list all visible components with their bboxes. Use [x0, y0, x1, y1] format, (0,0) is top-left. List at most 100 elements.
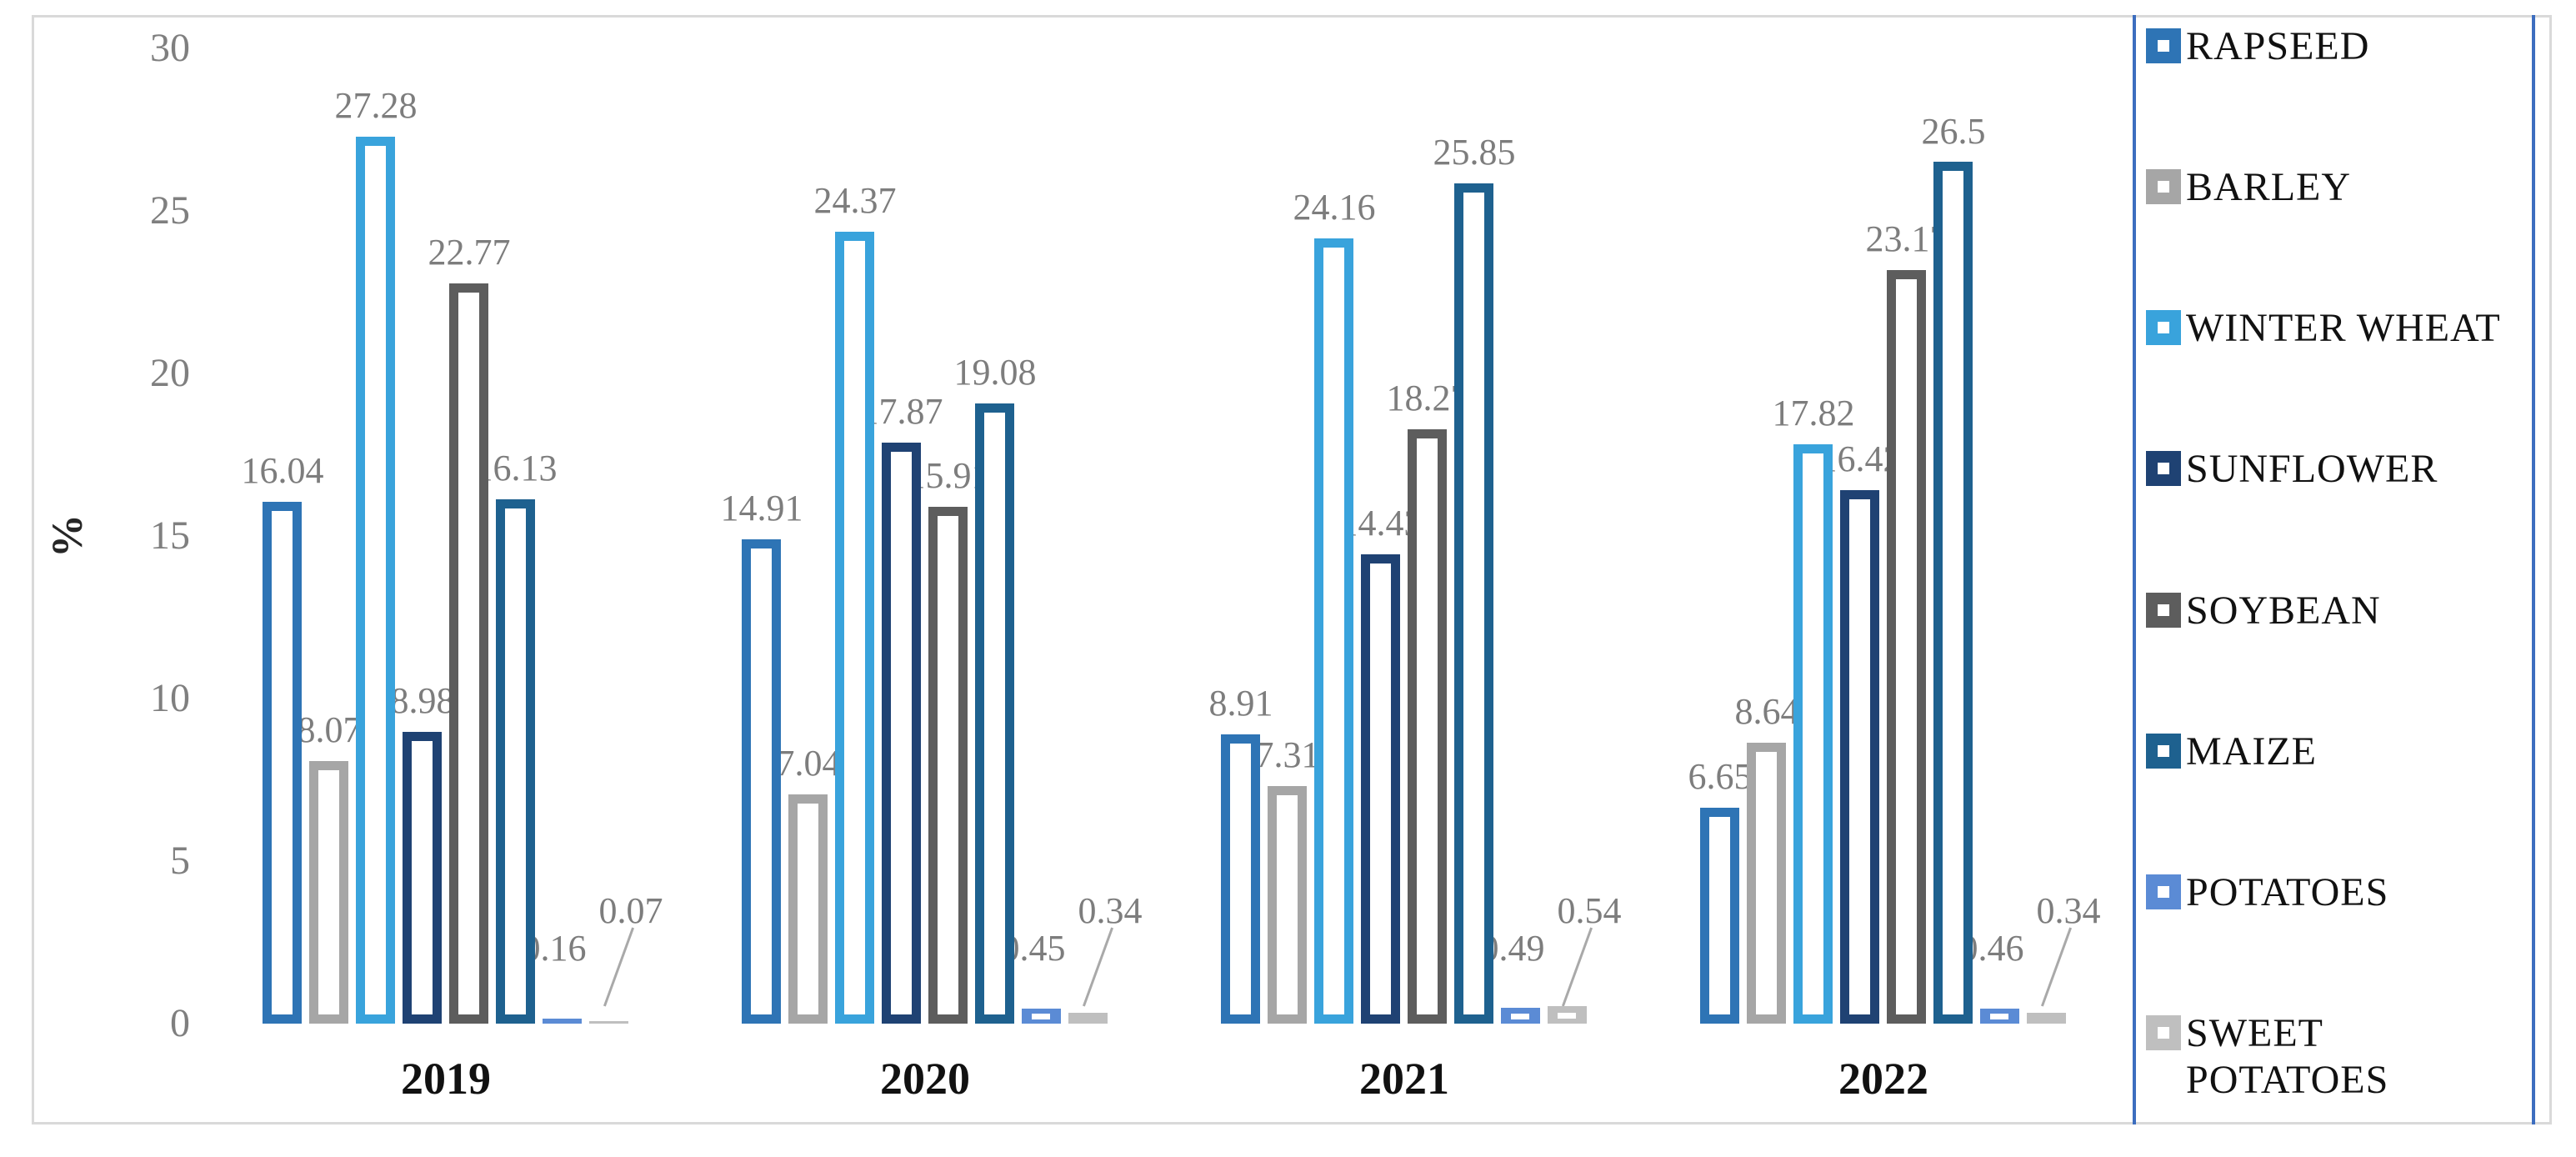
bar-data-label: 8.91 [1208, 682, 1273, 724]
legend-swatch-icon [2146, 169, 2181, 205]
bar-sweet-potatoes [1548, 1006, 1587, 1024]
figure-border [32, 15, 2552, 1124]
bar-soybean [928, 507, 968, 1024]
bar-data-label: 7.04 [776, 743, 841, 784]
bar-data-label: 6.65 [1688, 755, 1753, 797]
bar-data-label: 0.54 [1557, 890, 1622, 931]
y-tick-label: 25 [150, 188, 190, 233]
x-category-label: 2021 [1359, 1054, 1449, 1104]
bar-potatoes [1022, 1009, 1061, 1024]
legend-item-winter-wheat: WINTER WHEAT [2146, 305, 2521, 352]
bar-hollow-center [1558, 1013, 1576, 1019]
y-tick-label: 15 [150, 513, 190, 558]
legend: RAPSEED BARLEY WINTER WHEAT SUNFLOWER SOYBEA… [2146, 23, 2521, 1104]
legend-swatch-hole [2158, 1026, 2169, 1039]
bar-rapseed [1221, 734, 1260, 1024]
bar-potatoes [1501, 1008, 1540, 1024]
bar-maize [1933, 162, 1973, 1024]
bar-data-label: 25.85 [1433, 131, 1516, 173]
legend-label: WINTER WHEAT [2186, 306, 2501, 351]
y-tick-label: 10 [150, 676, 190, 720]
y-tick-label: 0 [170, 1001, 190, 1045]
legend-swatch-icon [2146, 1014, 2181, 1050]
legend-label: SWEET POTATOES [2186, 1010, 2389, 1102]
bar-barley [1268, 786, 1307, 1024]
bar-sunflower [403, 732, 442, 1024]
legend-swatch-icon [2146, 28, 2181, 63]
bar-sweet-potatoes [2027, 1013, 2066, 1024]
bar-winter-wheat [835, 232, 874, 1024]
legend-item-maize: MAIZE [2146, 729, 2521, 775]
bar-barley [1747, 743, 1786, 1024]
bar-potatoes [543, 1019, 582, 1024]
bar-data-label: 8.98 [390, 679, 455, 721]
legend-divider-left [2133, 15, 2136, 1124]
legend-label: SUNFLOWER [2186, 447, 2438, 492]
legend-item-barley: BARLEY [2146, 164, 2521, 211]
bar-maize [496, 499, 535, 1024]
bar-data-label: 7.31 [1255, 734, 1320, 775]
legend-swatch-icon [2146, 733, 2181, 769]
legend-swatch-hole [2158, 885, 2169, 898]
legend-swatch-icon [2146, 592, 2181, 628]
legend-swatch-hole [2158, 463, 2169, 475]
bar-hollow-center [1511, 1014, 1529, 1019]
bar-potatoes [1980, 1009, 2019, 1024]
bar-sunflower [882, 443, 921, 1024]
bar-data-label: 8.64 [1734, 691, 1799, 733]
bar-sunflower [1840, 490, 1879, 1024]
bar-data-label: 17.87 [860, 391, 943, 433]
bar-data-label: 17.82 [1772, 393, 1855, 434]
legend-item-sweet-potatoes: SWEET POTATOES [2146, 1010, 2521, 1104]
bar-rapseed [742, 539, 781, 1024]
bar-hollow-center [1032, 1014, 1050, 1019]
bar-data-label: 22.77 [428, 231, 511, 273]
legend-swatch-hole [2158, 40, 2169, 52]
legend-swatch-hole [2158, 181, 2169, 193]
bar-maize [975, 403, 1014, 1024]
bar-winter-wheat [356, 137, 395, 1024]
legend-item-sunflower: SUNFLOWER [2146, 446, 2521, 493]
bar-data-label: 8.07 [297, 709, 362, 751]
bar-rapseed [263, 502, 302, 1024]
bar-winter-wheat [1314, 238, 1353, 1024]
legend-label: MAIZE [2186, 729, 2317, 774]
bar-soybean [449, 283, 488, 1024]
legend-label: POTATOES [2186, 869, 2389, 914]
bar-sweet-potatoes [589, 1021, 628, 1024]
legend-swatch-hole [2158, 604, 2169, 616]
bar-data-label: 16.13 [474, 447, 558, 488]
legend-divider-right [2532, 15, 2535, 1124]
legend-item-potatoes: POTATOES [2146, 869, 2521, 916]
bar-winter-wheat [1793, 444, 1833, 1024]
x-category-label: 2022 [1838, 1054, 1928, 1104]
bar-data-label: 0.07 [598, 890, 663, 931]
legend-item-soybean: SOYBEAN [2146, 588, 2521, 634]
bar-data-label: 24.16 [1293, 186, 1376, 228]
x-category-label: 2019 [401, 1054, 491, 1104]
bar-hollow-center [1990, 1014, 2008, 1019]
bar-barley [788, 794, 828, 1024]
bar-soybean [1887, 270, 1926, 1024]
legend-label: SOYBEAN [2186, 588, 2381, 633]
legend-label: BARLEY [2186, 165, 2351, 210]
bar-sweet-potatoes [1068, 1013, 1108, 1024]
bar-barley [309, 761, 348, 1024]
bar-sunflower [1361, 554, 1400, 1024]
bar-data-label: 19.08 [953, 351, 1037, 393]
bar-data-label: 16.04 [241, 450, 324, 492]
bar-data-label: 24.37 [813, 179, 897, 221]
legend-swatch-icon [2146, 874, 2181, 909]
bar-maize [1454, 183, 1493, 1024]
legend-swatch-icon [2146, 310, 2181, 346]
bar-data-label: 26.5 [1921, 110, 1986, 152]
x-category-label: 2020 [880, 1054, 970, 1104]
y-tick-label: 30 [150, 26, 190, 70]
legend-swatch-hole [2158, 322, 2169, 334]
legend-swatch-icon [2146, 451, 2181, 487]
y-tick-label: 20 [150, 351, 190, 395]
legend-label: RAPSEED [2186, 24, 2370, 68]
bar-soybean [1408, 429, 1447, 1024]
legend-item-rapseed: RAPSEED [2146, 23, 2521, 70]
